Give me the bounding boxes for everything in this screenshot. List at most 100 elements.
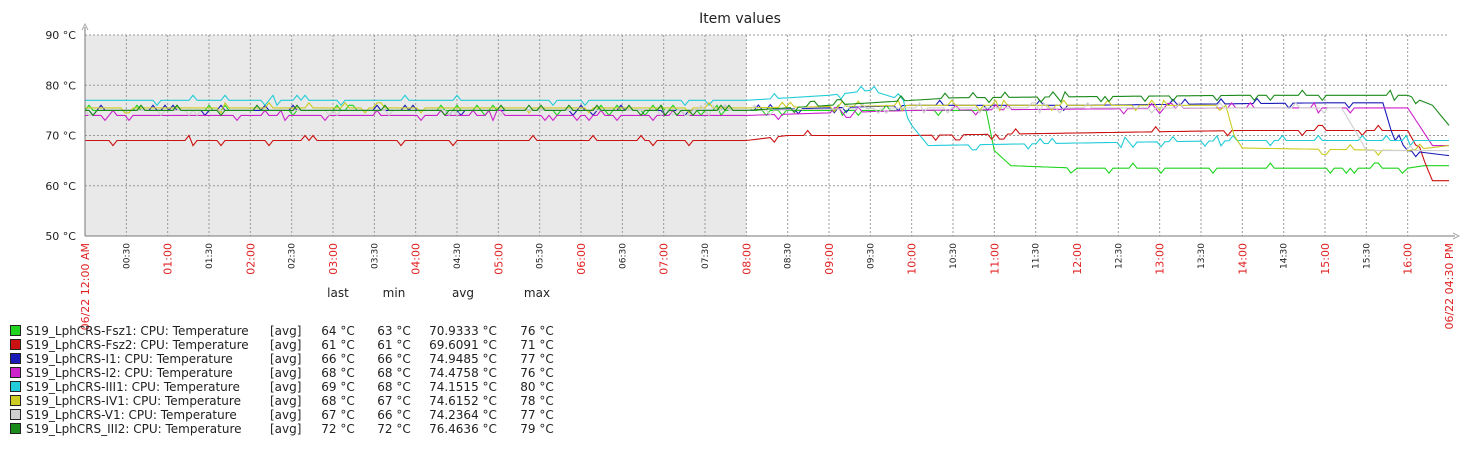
x-tick-label-half: 10:30 xyxy=(949,243,959,269)
legend-max: 76 °C xyxy=(520,324,553,338)
legend-swatch xyxy=(10,367,21,378)
legend-max: 77 °C xyxy=(520,408,553,422)
legend-func: [avg] xyxy=(270,394,301,408)
legend-min: 63 °C xyxy=(377,324,410,338)
legend-swatch xyxy=(10,325,21,336)
legend-max: 79 °C xyxy=(520,422,553,436)
x-tick-label-half: 12:30 xyxy=(1114,243,1124,269)
legend-func: [avg] xyxy=(270,352,301,366)
legend-min: 72 °C xyxy=(377,422,410,436)
chart-title: Item values xyxy=(699,11,781,27)
legend-last: 69 °C xyxy=(321,380,354,394)
x-tick-label-hour: 12:00 xyxy=(1071,243,1084,275)
x-tick-label-half: 06:30 xyxy=(618,243,628,269)
legend-func: [avg] xyxy=(270,380,301,394)
legend-max: 78 °C xyxy=(520,394,553,408)
legend-last: 61 °C xyxy=(321,338,354,352)
legend-last: 72 °C xyxy=(321,422,354,436)
legend-func: [avg] xyxy=(270,366,301,380)
legend-last: 68 °C xyxy=(321,366,354,380)
legend-last: 68 °C xyxy=(321,394,354,408)
legend-func: [avg] xyxy=(270,422,301,436)
series-line xyxy=(85,99,1450,157)
legend-avg: 74.9485 °C xyxy=(429,352,497,366)
legend-avg: 74.2364 °C xyxy=(429,408,497,422)
legend-max: 77 °C xyxy=(520,352,553,366)
x-tick-label-hour: 11:00 xyxy=(988,243,1001,275)
y-tick-label: 60 °C xyxy=(45,180,76,193)
x-axis-arrow xyxy=(1452,232,1461,240)
legend-swatch xyxy=(10,353,21,364)
x-tick-label-half: 08:30 xyxy=(784,243,794,269)
x-tick-label-half: 03:30 xyxy=(370,243,380,269)
legend-swatch xyxy=(10,423,21,434)
legend-swatch xyxy=(10,395,21,406)
x-tick-label-half: 07:30 xyxy=(701,243,711,269)
x-tick-label-hour: 01:00 xyxy=(162,243,175,275)
x-end-label: 06/22 04:30 PM xyxy=(1443,243,1456,330)
x-tick-label-half: 02:30 xyxy=(288,243,298,269)
x-tick-label-half: 00:30 xyxy=(122,243,132,269)
x-start-label: 06/22 12:00 AM xyxy=(79,243,92,330)
x-tick-label-hour: 10:00 xyxy=(906,243,919,275)
series-line xyxy=(85,124,1449,182)
legend-max: 76 °C xyxy=(520,366,553,380)
legend-min: 66 °C xyxy=(377,352,410,366)
legend-swatch xyxy=(10,339,21,350)
legend-series-name: S19_LphCRS-I1: CPU: Temperature xyxy=(26,352,233,366)
x-tick-label-hour: 14:00 xyxy=(1236,243,1249,275)
legend-series-name: S19_LphCRS-I2: CPU: Temperature xyxy=(26,366,233,380)
x-tick-label-hour: 06:00 xyxy=(575,243,588,275)
y-tick-label: 70 °C xyxy=(45,130,76,143)
x-tick-label-hour: 15:00 xyxy=(1319,243,1332,275)
x-tick-label-hour: 08:00 xyxy=(740,243,753,275)
legend-swatch xyxy=(10,409,21,420)
legend-min: 66 °C xyxy=(377,408,410,422)
legend-avg: 69.6091 °C xyxy=(429,338,497,352)
legend-avg: 76.4636 °C xyxy=(429,422,497,436)
legend-series-name: S19_LphCRS-III1: CPU: Temperature xyxy=(26,380,240,394)
legend-avg: 74.1515 °C xyxy=(429,380,497,394)
x-tick-label-half: 13:30 xyxy=(1197,243,1207,269)
legend-series-name: S19_LphCRS-Fsz2: CPU: Temperature xyxy=(26,338,249,352)
legend-min: 61 °C xyxy=(377,338,410,352)
legend-last: 67 °C xyxy=(321,408,354,422)
x-tick-label-half: 05:30 xyxy=(536,243,546,269)
legend-last: 66 °C xyxy=(321,352,354,366)
x-tick-label-hour: 03:00 xyxy=(327,243,340,275)
x-tick-label-half: 01:30 xyxy=(205,243,215,269)
legend-max: 80 °C xyxy=(520,380,553,394)
x-tick-label-hour: 09:00 xyxy=(823,243,836,275)
x-tick-label-hour: 05:00 xyxy=(492,243,505,275)
legend-header-avg: avg xyxy=(452,286,474,300)
x-tick-label-hour: 07:00 xyxy=(658,243,671,275)
x-tick-label-hour: 02:00 xyxy=(244,243,257,275)
legend-func: [avg] xyxy=(270,324,301,338)
legend-avg: 74.6152 °C xyxy=(429,394,497,408)
x-tick-label-half: 11:30 xyxy=(1032,243,1042,269)
legend-func: [avg] xyxy=(270,408,301,422)
x-tick-label-hour: 16:00 xyxy=(1402,243,1415,275)
legend-min: 68 °C xyxy=(377,380,410,394)
legend-series-name: S19_LphCRS-Fsz1: CPU: Temperature xyxy=(26,324,249,338)
x-tick-label-hour: 13:00 xyxy=(1154,243,1167,275)
x-tick-label-half: 14:30 xyxy=(1280,243,1290,269)
series-line xyxy=(85,85,1449,151)
y-tick-label: 90 °C xyxy=(45,29,76,42)
x-tick-label-hour: 04:00 xyxy=(410,243,423,275)
legend-avg: 70.9333 °C xyxy=(429,324,497,338)
legend-series-name: S19_LphCRS-V1: CPU: Temperature xyxy=(26,408,237,422)
legend-series-name: S19_LphCRS_III2: CPU: Temperature xyxy=(26,422,242,436)
legend-header-min: min xyxy=(383,286,406,300)
legend-swatch xyxy=(10,381,21,392)
series-line xyxy=(85,89,1450,126)
legend-last: 64 °C xyxy=(321,324,354,338)
legend-min: 67 °C xyxy=(377,394,410,408)
y-tick-label: 80 °C xyxy=(45,79,76,92)
legend-func: [avg] xyxy=(270,338,301,352)
x-tick-label-half: 15:30 xyxy=(1362,243,1372,269)
legend-header-last: last xyxy=(327,286,349,300)
x-tick-label-half: 04:30 xyxy=(453,243,463,269)
x-tick-label-half: 09:30 xyxy=(866,243,876,269)
